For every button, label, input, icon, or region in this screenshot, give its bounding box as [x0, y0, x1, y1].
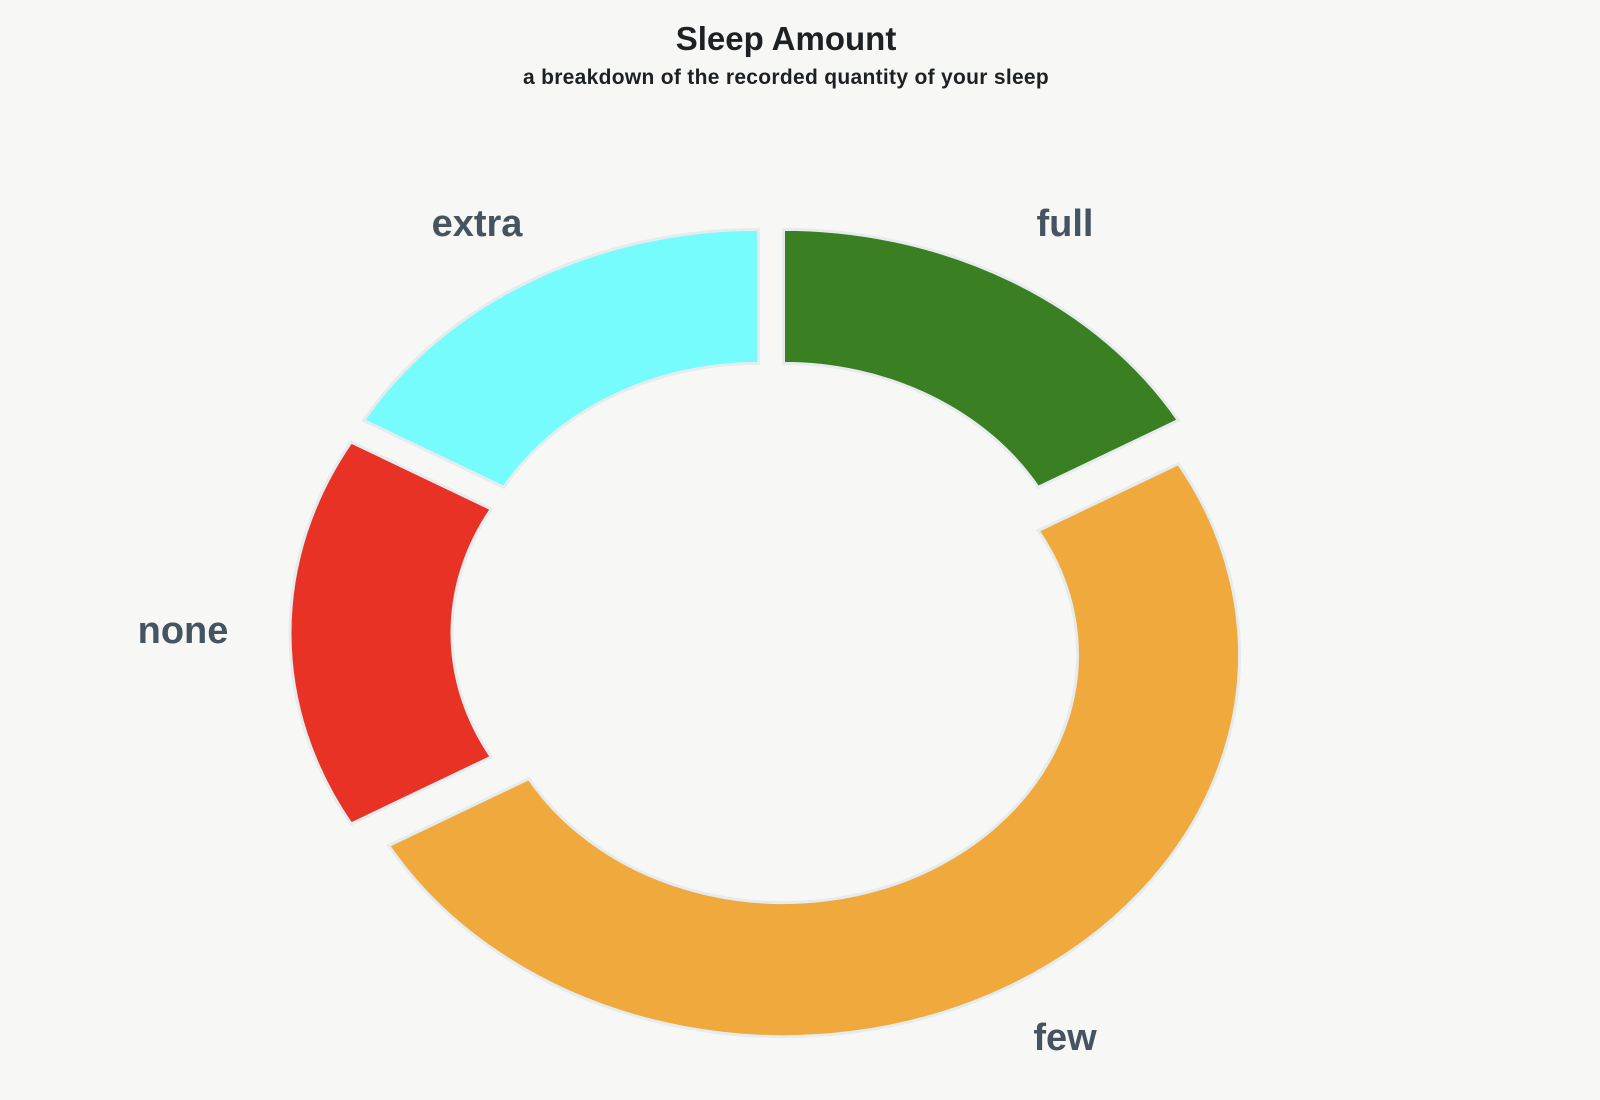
chart-subtitle: a breakdown of the recorded quantity of …	[522, 66, 1050, 89]
slice-label-few: few	[1033, 1017, 1097, 1059]
slice-label-extra: extra	[432, 203, 524, 245]
slice-label-full: full	[1037, 203, 1094, 245]
slices-layer	[288, 227, 1241, 1039]
slice-label-none: none	[138, 610, 229, 652]
slice-extra[interactable]	[361, 227, 760, 490]
labels-layer: full few none extra	[138, 203, 1097, 1059]
chart-title: Sleep Amount	[675, 20, 897, 57]
slice-few[interactable]	[386, 461, 1241, 1039]
slice-none[interactable]	[288, 440, 494, 826]
slice-full[interactable]	[782, 227, 1181, 490]
